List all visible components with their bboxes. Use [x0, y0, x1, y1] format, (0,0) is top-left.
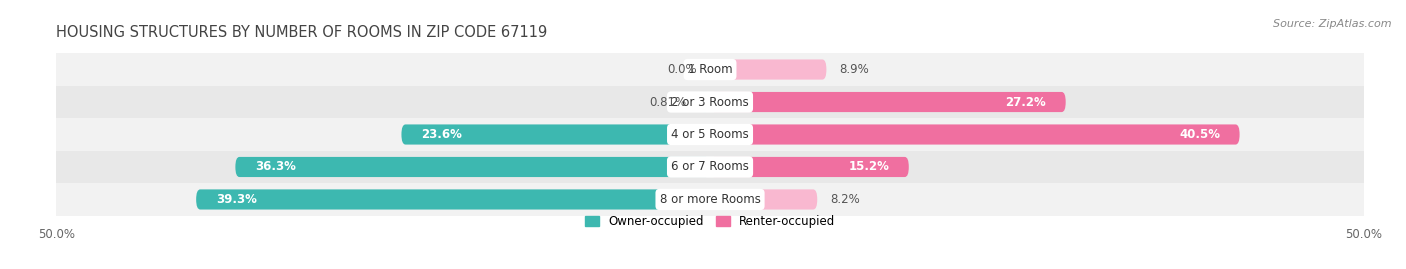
Text: 15.2%: 15.2%: [848, 161, 889, 174]
Text: 4 or 5 Rooms: 4 or 5 Rooms: [671, 128, 749, 141]
FancyBboxPatch shape: [235, 157, 710, 177]
FancyBboxPatch shape: [710, 59, 827, 80]
FancyBboxPatch shape: [402, 125, 710, 144]
FancyBboxPatch shape: [710, 157, 908, 177]
Bar: [56, 151, 1364, 183]
Text: 2 or 3 Rooms: 2 or 3 Rooms: [671, 95, 749, 108]
Text: Source: ZipAtlas.com: Source: ZipAtlas.com: [1274, 19, 1392, 29]
Bar: [56, 183, 1364, 216]
Text: 0.0%: 0.0%: [668, 63, 697, 76]
FancyBboxPatch shape: [699, 92, 710, 112]
Bar: [56, 53, 1364, 86]
Legend: Owner-occupied, Renter-occupied: Owner-occupied, Renter-occupied: [585, 215, 835, 228]
Bar: [56, 86, 1364, 118]
Text: 1 Room: 1 Room: [688, 63, 733, 76]
Text: 36.3%: 36.3%: [254, 161, 295, 174]
FancyBboxPatch shape: [710, 189, 817, 210]
Text: 6 or 7 Rooms: 6 or 7 Rooms: [671, 161, 749, 174]
Text: 0.81%: 0.81%: [650, 95, 686, 108]
Text: 27.2%: 27.2%: [1005, 95, 1046, 108]
FancyBboxPatch shape: [197, 189, 710, 210]
Text: 8 or more Rooms: 8 or more Rooms: [659, 193, 761, 206]
Text: 8.2%: 8.2%: [831, 193, 860, 206]
Text: 39.3%: 39.3%: [215, 193, 257, 206]
FancyBboxPatch shape: [710, 125, 1240, 144]
Text: 23.6%: 23.6%: [420, 128, 463, 141]
Bar: [56, 118, 1364, 151]
Text: 8.9%: 8.9%: [839, 63, 869, 76]
Text: HOUSING STRUCTURES BY NUMBER OF ROOMS IN ZIP CODE 67119: HOUSING STRUCTURES BY NUMBER OF ROOMS IN…: [56, 25, 547, 40]
Text: 40.5%: 40.5%: [1180, 128, 1220, 141]
FancyBboxPatch shape: [710, 92, 1066, 112]
